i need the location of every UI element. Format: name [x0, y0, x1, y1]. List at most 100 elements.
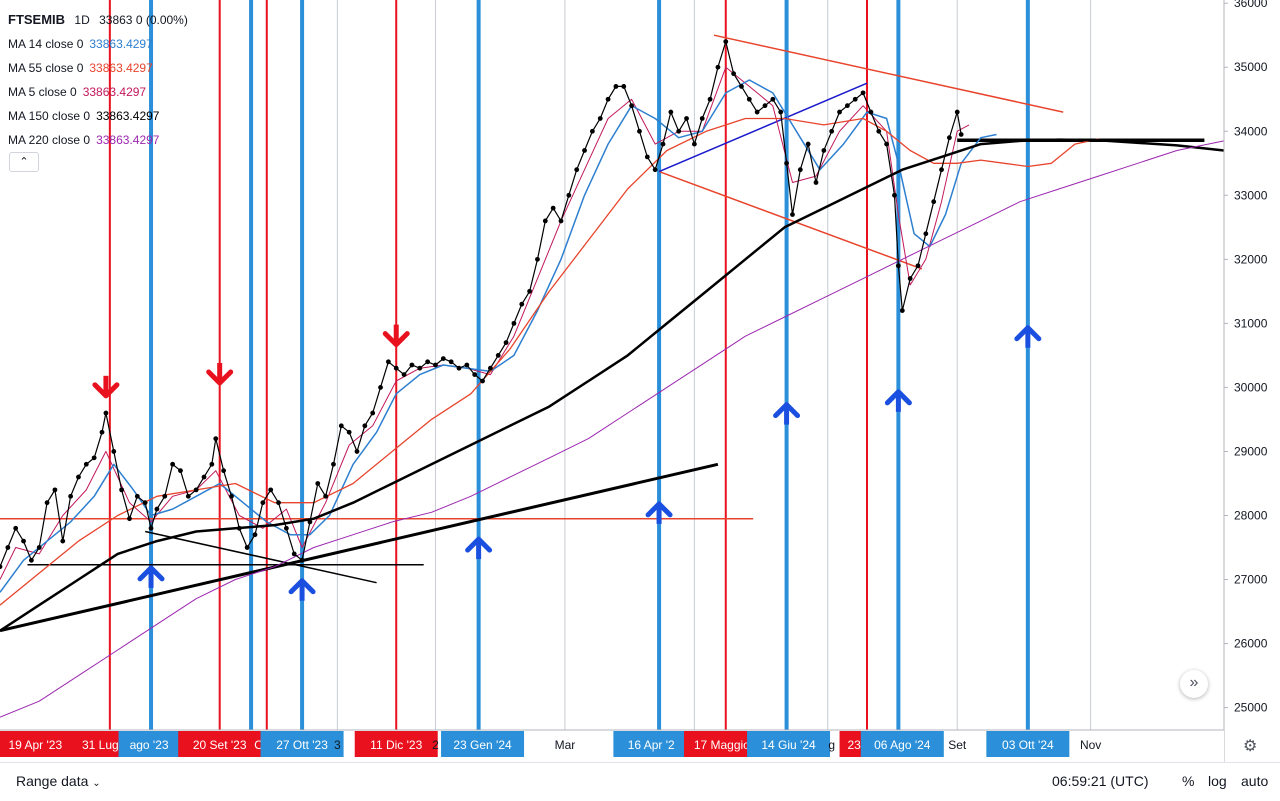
- price-point: [676, 128, 682, 134]
- legend-collapse-button[interactable]: ⌃: [9, 152, 39, 172]
- price-point: [487, 365, 493, 371]
- y-tick-label: 36000: [1234, 0, 1268, 10]
- price-point: [307, 519, 313, 525]
- auto-toggle[interactable]: auto: [1241, 773, 1269, 789]
- price-point: [5, 545, 11, 550]
- price-point: [605, 96, 611, 102]
- scroll-to-realtime-button[interactable]: »: [1180, 670, 1208, 698]
- up-arrow-icon: [465, 536, 493, 560]
- legend-ma14[interactable]: MA 14 close 0 33863.4297: [8, 32, 188, 56]
- x-axis-label: 27 Ott '23: [276, 738, 328, 752]
- price-point: [762, 103, 768, 109]
- x-axis-label: 17 Maggio: [694, 738, 750, 752]
- price-point: [805, 141, 811, 147]
- x-axis-label: g: [828, 738, 835, 752]
- legend-ma5[interactable]: MA 5 close 0 33863.4297: [8, 80, 188, 104]
- settings-button[interactable]: ⚙: [1243, 736, 1257, 756]
- price-point: [178, 468, 183, 474]
- price-point: [276, 500, 281, 506]
- price-point: [142, 500, 148, 506]
- up-arrow-icon-head: [288, 578, 316, 595]
- x-label-badge: [354, 731, 438, 757]
- up-arrow-icon: [137, 565, 165, 588]
- price-point: [542, 218, 548, 224]
- price-point: [644, 154, 650, 160]
- legend-ma220[interactable]: MA 220 close 0 33863.4297: [8, 128, 188, 152]
- utc-clock[interactable]: 06:59:21 (UTC): [1052, 773, 1149, 789]
- trendline: [658, 170, 923, 270]
- x-axis-label: Set: [948, 738, 967, 752]
- log-toggle[interactable]: log: [1208, 773, 1227, 789]
- price-point: [923, 231, 929, 237]
- price-point: [907, 276, 913, 281]
- price-point: [76, 474, 81, 480]
- legend-ma150[interactable]: MA 150 close 0 33863.4297: [8, 104, 188, 128]
- y-tick-label: 29000: [1234, 444, 1268, 458]
- price-point: [13, 525, 19, 531]
- bottom-toolbar: Range data ⌄ 06:59:21 (UTC) % log auto: [0, 762, 1280, 801]
- price-point: [739, 84, 744, 89]
- price-point: [829, 128, 835, 134]
- price-point: [535, 256, 540, 262]
- x-axis-label: Mar: [555, 738, 576, 752]
- down-arrow-icon-head: [382, 331, 410, 348]
- percent-toggle[interactable]: %: [1182, 773, 1195, 789]
- price-point: [813, 180, 819, 185]
- x-axis-label: O: [254, 738, 263, 752]
- price-point: [511, 320, 517, 326]
- gear-icon: ⚙: [1243, 738, 1258, 755]
- x-label-badge: [118, 731, 180, 757]
- x-axis-label: 2: [432, 738, 439, 752]
- y-tick-label: 34000: [1234, 124, 1268, 138]
- x-label-badge: [613, 731, 690, 757]
- legend-label: MA 55 close 0: [8, 61, 84, 75]
- x-label-badge: [747, 731, 831, 757]
- price-point: [495, 352, 501, 358]
- legend: FTSEMIB 1D 33863 0 (0.00%) MA 14 close 0…: [8, 8, 188, 152]
- price-point: [36, 545, 42, 550]
- up-arrow-icon: [288, 578, 316, 601]
- price-point: [291, 551, 297, 557]
- price-point: [837, 109, 842, 115]
- price-point: [613, 84, 619, 89]
- down-arrow-icon: [206, 363, 234, 386]
- price-point: [0, 564, 3, 570]
- price-point: [417, 365, 423, 371]
- price-point: [589, 128, 595, 134]
- price-point: [338, 423, 344, 429]
- price-point: [715, 64, 721, 70]
- vertical-markers-layer: [108, 0, 1030, 730]
- price-point: [91, 455, 97, 461]
- price-point: [558, 218, 564, 224]
- legend-label: MA 5 close 0: [8, 85, 77, 99]
- symbol-name[interactable]: FTSEMIB: [8, 12, 66, 27]
- price-point: [260, 500, 266, 506]
- y-tick-label: 26000: [1234, 637, 1268, 651]
- x-label-badge: [178, 731, 262, 757]
- price-point: [868, 109, 874, 115]
- price-point: [60, 538, 66, 544]
- price-point: [876, 128, 882, 134]
- range-data-dropdown[interactable]: Range data ⌄: [16, 773, 101, 789]
- x-axis-label: 20 Set '23: [193, 738, 247, 752]
- price-point: [550, 205, 556, 211]
- price-point: [637, 128, 642, 134]
- price-point: [899, 308, 905, 313]
- price-point: [299, 557, 305, 563]
- price-point: [201, 474, 207, 480]
- legend-value: 33863.4297: [82, 85, 147, 99]
- price-point: [378, 385, 383, 390]
- x-axis-label: 06 Ago '24: [874, 738, 931, 752]
- y-axis-bg: [1224, 0, 1280, 762]
- price-point: [939, 167, 944, 173]
- down-arrow-icon: [92, 375, 120, 399]
- chart-svg[interactable]: 25000 26000 27000 28000 29000 30000 31000 32000…: [0, 0, 1280, 762]
- price-point: [401, 372, 407, 378]
- interval[interactable]: 1D: [74, 13, 90, 27]
- price-point: [99, 429, 105, 435]
- x-axis-label: 19 Apr '23: [8, 738, 62, 752]
- price-point: [456, 365, 462, 371]
- x-axis-label: 11 Dic '23: [370, 738, 422, 752]
- legend-ma55[interactable]: MA 55 close 0 33863.4297: [8, 56, 188, 80]
